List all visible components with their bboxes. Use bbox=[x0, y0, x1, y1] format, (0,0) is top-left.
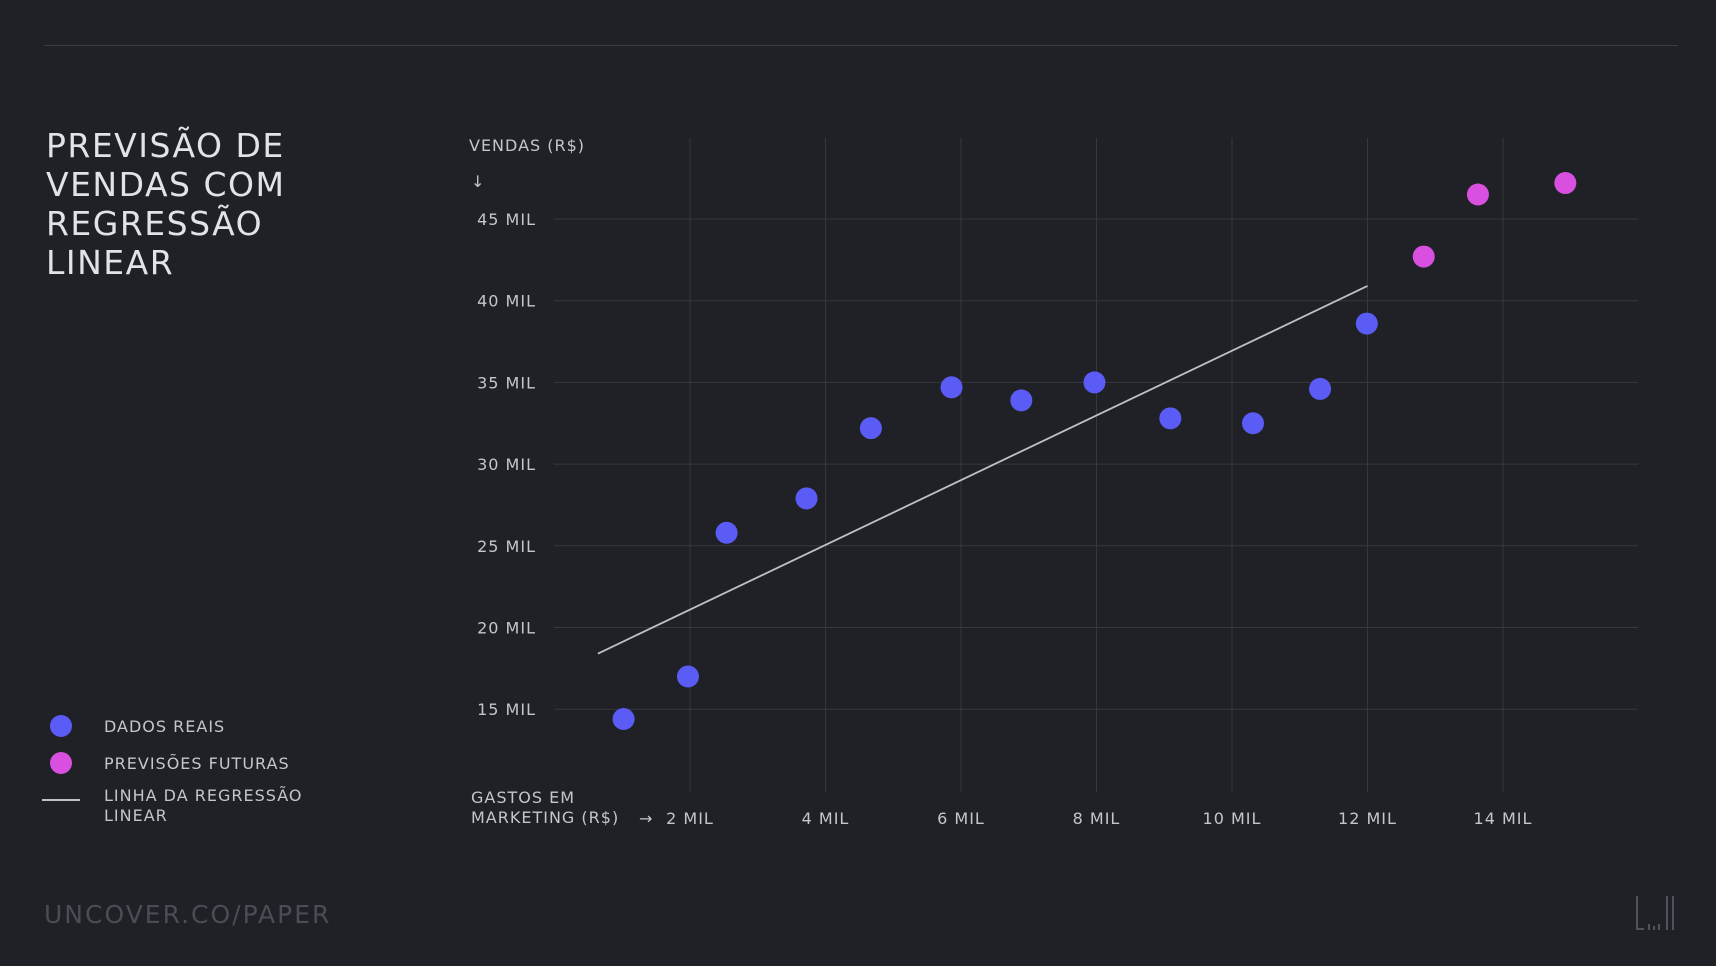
x-tick-label: 6 MIL bbox=[937, 809, 985, 828]
x-tick-label: 10 MIL bbox=[1203, 809, 1262, 828]
x-axis-label: GASTOS EM MARKETING (R$) bbox=[471, 788, 619, 827]
forecast-point bbox=[1554, 172, 1577, 195]
forecast-point bbox=[1466, 183, 1489, 206]
y-tick-label: 45 MIL bbox=[477, 210, 536, 229]
legend-label-real: DADOS REAIS bbox=[104, 717, 226, 736]
legend: DADOS REAIS PREVISÕES FUTURAS LINHA DA R… bbox=[40, 708, 380, 825]
y-tick-label: 15 MIL bbox=[477, 700, 536, 719]
regression-line bbox=[597, 285, 1368, 655]
forecast-point bbox=[1412, 245, 1435, 268]
x-axis-arrow: → bbox=[639, 809, 653, 828]
real-data-point bbox=[612, 708, 635, 731]
real-data-point bbox=[1242, 412, 1265, 435]
x-tick-label: 12 MIL bbox=[1338, 809, 1397, 828]
real-data-point bbox=[1355, 312, 1378, 335]
x-tick-label: 8 MIL bbox=[1073, 809, 1121, 828]
x-axis-ticks: 2 MIL 4 MIL 6 MIL 8 MIL 10 MIL 12 MIL 14 MIL bbox=[666, 809, 1533, 828]
y-tick-label: 30 MIL bbox=[477, 455, 536, 474]
real-data-point bbox=[1083, 371, 1106, 394]
real-data-point bbox=[1010, 389, 1033, 412]
real-data-point bbox=[1309, 377, 1332, 400]
regression-line-group bbox=[597, 285, 1368, 655]
real-data-point bbox=[1159, 407, 1182, 430]
top-divider bbox=[44, 45, 1678, 46]
data-points bbox=[612, 172, 1577, 731]
legend-item-regression: LINHA DA REGRESSÃO LINEAR bbox=[40, 786, 380, 836]
svg-text:MARKETING (R$): MARKETING (R$) bbox=[471, 808, 619, 827]
forecast-marker bbox=[50, 752, 72, 774]
x-tick-label: 14 MIL bbox=[1474, 809, 1533, 828]
footer-url: UNCOVER.CO/PAPER bbox=[44, 900, 332, 929]
x-tick-label: 2 MIL bbox=[666, 809, 714, 828]
legend-label-forecast: PREVISÕES FUTURAS bbox=[104, 754, 290, 773]
real-data-point bbox=[795, 487, 818, 510]
y-axis-label: VENDAS (R$) bbox=[469, 136, 585, 155]
real-data-point bbox=[715, 521, 738, 544]
y-tick-label: 25 MIL bbox=[477, 537, 536, 556]
y-tick-label: 35 MIL bbox=[477, 373, 536, 392]
y-axis-arrow: ↓ bbox=[471, 172, 485, 191]
real-data-point bbox=[940, 376, 963, 399]
legend-item-forecast: PREVISÕES FUTURAS bbox=[40, 745, 380, 782]
brand-logo-icon bbox=[1636, 896, 1676, 934]
svg-text:GASTOS EM: GASTOS EM bbox=[471, 788, 575, 807]
y-tick-label: 20 MIL bbox=[477, 619, 536, 638]
regression-line-swatch bbox=[42, 799, 80, 801]
legend-item-real: DADOS REAIS bbox=[40, 708, 380, 745]
real-data-point bbox=[676, 665, 699, 688]
real-data-marker bbox=[50, 715, 72, 737]
legend-label-regression: LINHA DA REGRESSÃO LINEAR bbox=[104, 786, 303, 825]
real-data-point bbox=[859, 417, 882, 440]
chart-title: PREVISÃO DE VENDAS COM REGRESSÃO LINEAR bbox=[46, 126, 286, 282]
chart-grid bbox=[554, 138, 1638, 792]
y-tick-label: 40 MIL bbox=[477, 292, 536, 311]
y-axis-ticks: 15 MIL 20 MIL 25 MIL 30 MIL 35 MIL 40 MIL 45 M… bbox=[477, 210, 536, 719]
x-tick-label: 4 MIL bbox=[802, 809, 850, 828]
